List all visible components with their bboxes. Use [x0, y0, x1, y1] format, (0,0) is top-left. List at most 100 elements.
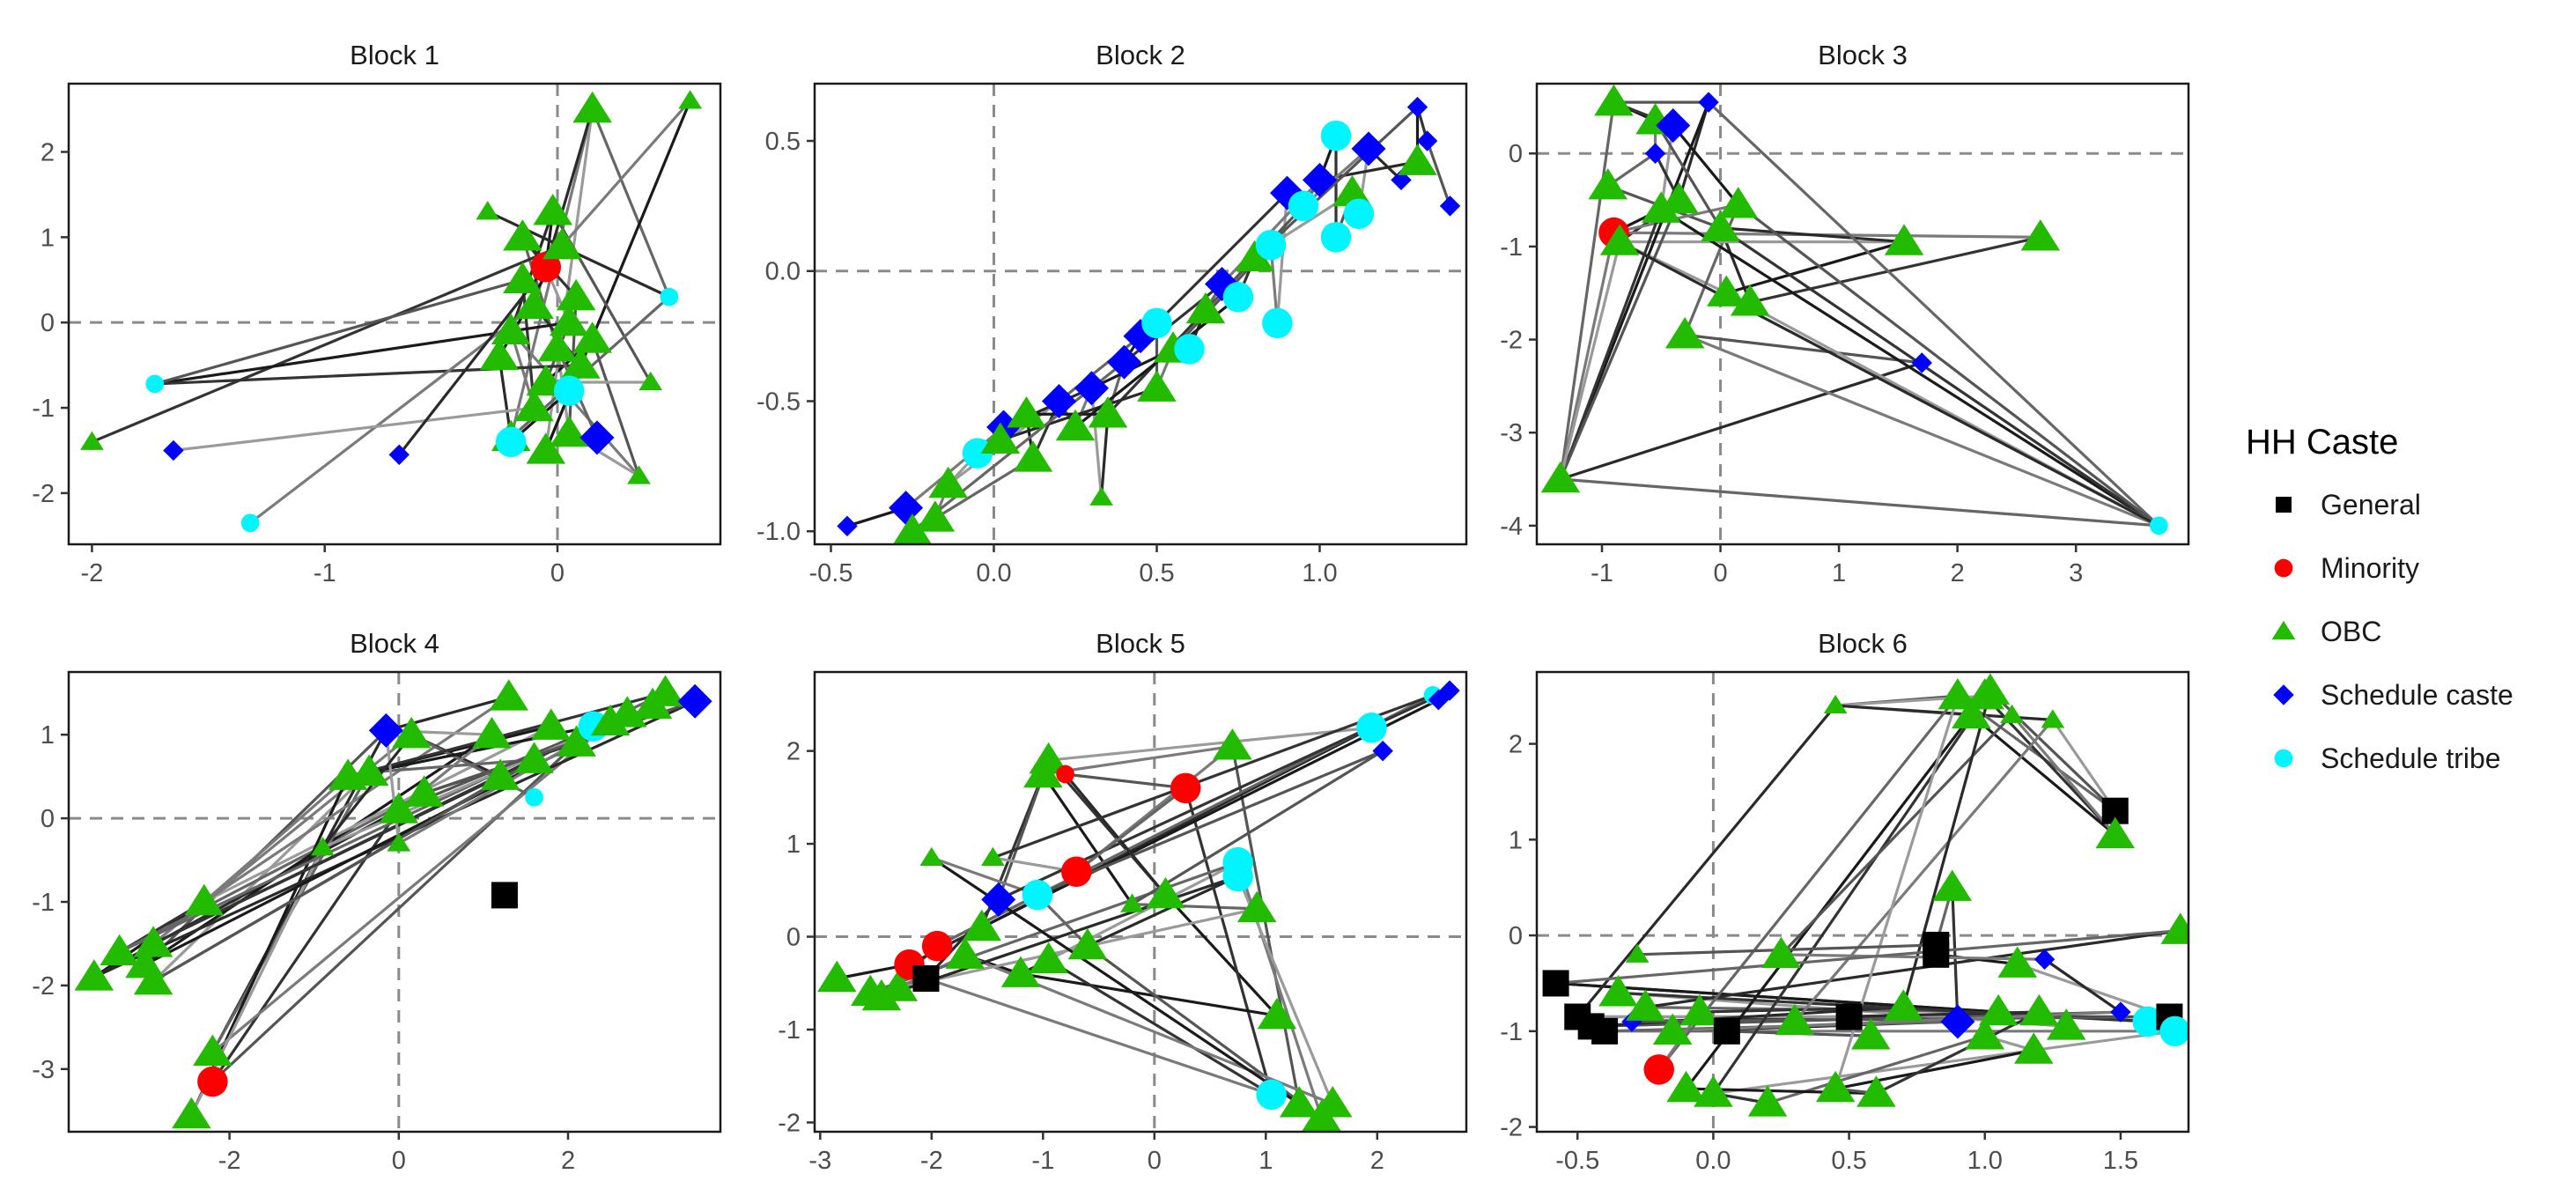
- node-schedule-caste: [1107, 344, 1141, 380]
- network-edge: [1020, 972, 1278, 1017]
- panel-block-6: Block 6 -0.5 0.0 0.5 1.0 1.5 -2 -1 0 1 2: [1500, 628, 2190, 1175]
- y-tick-label: 0: [41, 309, 55, 337]
- x-tick-label: 2: [1951, 559, 1965, 587]
- network-edge: [398, 266, 548, 456]
- node-schedule-tribe: [1222, 282, 1254, 313]
- x-tick-label: -2: [81, 559, 104, 587]
- network-edge: [173, 406, 535, 453]
- node-obc: [1965, 1018, 2005, 1050]
- node-obc: [1775, 1003, 1815, 1036]
- node-obc: [1938, 677, 1978, 710]
- node-obc: [572, 91, 612, 123]
- network-edge: [154, 278, 523, 386]
- network-edge: [1058, 335, 1141, 402]
- network-edge: [1043, 744, 1233, 776]
- node-obc: [556, 278, 596, 311]
- node-schedule-caste: [1621, 1011, 1642, 1032]
- node-obc: [479, 338, 520, 371]
- node-obc: [861, 979, 902, 1011]
- node-obc: [2041, 709, 2065, 728]
- x-tick-label: -0.5: [1555, 1147, 1599, 1175]
- node-schedule-caste: [1644, 143, 1666, 164]
- node-obc: [1055, 409, 1096, 441]
- node-obc: [608, 696, 647, 727]
- node-schedule-caste: [1372, 740, 1393, 762]
- x-tick-label: 0.0: [976, 559, 1011, 587]
- node-obc: [489, 679, 529, 711]
- panel-title: Block 6: [1818, 628, 1908, 659]
- node-schedule-tribe: [1174, 334, 1205, 365]
- network-edge: [1684, 333, 2159, 528]
- plot-area: [815, 672, 1466, 1132]
- y-tick-label: 2: [1509, 731, 1523, 759]
- network-edge: [1100, 414, 1110, 498]
- node-obc: [1883, 989, 1923, 1021]
- node-schedule-caste: [1911, 352, 1932, 373]
- node-obc: [531, 708, 572, 740]
- legend: HH Caste General Minority OBC Schedule cast…: [2246, 423, 2513, 774]
- y-tick-label: 0: [41, 805, 55, 833]
- plot-area: [815, 84, 1466, 544]
- node-obc: [1312, 1086, 1353, 1118]
- node-obc: [74, 959, 114, 991]
- network-edge: [1047, 958, 1273, 1097]
- network-edge: [1875, 1010, 2041, 1095]
- y-tick-label: 1: [41, 721, 55, 750]
- y-tick-label: 0: [1509, 922, 1523, 950]
- network-edge: [1089, 388, 1103, 498]
- x-tick-label: 0: [392, 1147, 406, 1175]
- node-obc: [1540, 461, 1581, 493]
- network-edge: [2043, 957, 2122, 1014]
- node-obc: [1625, 943, 1650, 963]
- legend-item-schedule-caste: Schedule caste: [2273, 679, 2513, 711]
- x-tick-label: 1: [1832, 559, 1846, 587]
- network-edge: [1155, 191, 1288, 324]
- node-obc: [1067, 927, 1108, 960]
- node-obc: [1823, 694, 1848, 714]
- x-tick-label: 3: [2069, 559, 2083, 587]
- node-minority: [1061, 856, 1092, 887]
- node-schedule-tribe: [660, 287, 679, 306]
- node-general: [1542, 970, 1569, 997]
- node-obc: [472, 716, 512, 749]
- network-edge: [384, 730, 401, 844]
- network-edge: [1164, 894, 1279, 1017]
- node-schedule-caste: [1042, 383, 1076, 418]
- node-obc: [2019, 993, 2059, 1026]
- node-schedule-tribe: [2150, 516, 2168, 535]
- network-edge: [1619, 240, 2160, 528]
- legend-label: Schedule tribe: [2321, 742, 2501, 774]
- x-tick-label: -3: [808, 1147, 831, 1175]
- node-obc: [533, 194, 572, 225]
- y-tick-label: -2: [778, 1109, 801, 1137]
- node-obc: [549, 304, 589, 336]
- node-obc: [1029, 942, 1068, 974]
- network-edge: [1956, 694, 2116, 812]
- node-obc: [1398, 144, 1437, 175]
- node-obc: [2160, 912, 2188, 944]
- node-obc: [2013, 1032, 2054, 1064]
- x-tick-label: -1: [314, 559, 336, 587]
- network-edge: [1725, 240, 1905, 295]
- node-schedule-caste: [2110, 1001, 2131, 1023]
- node-obc: [404, 775, 444, 807]
- y-tick-label: 1: [41, 224, 55, 252]
- node-schedule-tribe: [1222, 860, 1253, 892]
- node-obc: [172, 1097, 211, 1129]
- panel-block-2: Block 2 -0.5 0.0 0.5 1.0 -1.0 -0.5 0.0 0.5: [757, 40, 1468, 587]
- network-edge: [1951, 887, 1960, 1023]
- plot-area: [69, 672, 720, 1132]
- legend-key-minority: [2274, 558, 2293, 578]
- node-schedule-tribe: [2159, 1015, 2188, 1047]
- node-obc: [1884, 224, 1924, 255]
- node-schedule-tribe: [1262, 307, 1293, 339]
- node-obc: [1730, 284, 1770, 316]
- y-tick-label: -3: [1500, 419, 1523, 447]
- network-edge: [1555, 981, 1999, 1014]
- node-obc: [572, 321, 612, 353]
- legend-key-schedule-tribe: [2274, 749, 2293, 768]
- node-obc: [1213, 728, 1252, 760]
- node-obc: [1694, 1075, 1733, 1107]
- node-obc: [980, 422, 1021, 454]
- node-obc: [1235, 240, 1274, 272]
